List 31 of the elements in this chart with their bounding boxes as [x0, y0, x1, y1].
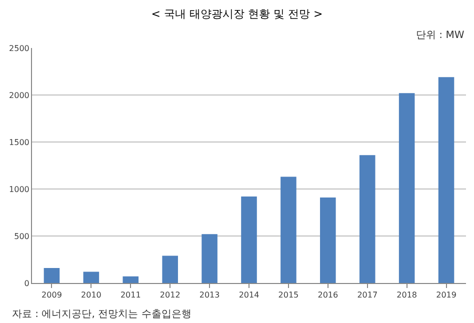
y-tick-label: 0 [24, 278, 30, 288]
y-tick-label: 500 [14, 232, 30, 241]
chart-title: < 국내 태양광시장 현황 및 전망 > [151, 7, 323, 20]
bar [202, 234, 218, 283]
bar [438, 77, 454, 283]
x-tick-label: 2011 [120, 290, 141, 300]
x-tick-label: 2019 [436, 290, 456, 300]
text: 단위 : MW [416, 30, 464, 41]
x-tick-label: 2017 [357, 290, 378, 300]
bar [280, 176, 296, 283]
x-tick-label: 2009 [42, 290, 62, 300]
x-tick-label: 2014 [238, 290, 260, 300]
x-tick-label: 2010 [81, 290, 102, 300]
y-tick-label: 2500 [9, 44, 30, 53]
bar [83, 272, 100, 283]
bar [359, 155, 376, 283]
x-tick-label: 2013 [199, 290, 220, 300]
x-tick-label: 2015 [278, 290, 299, 300]
bar [44, 268, 60, 283]
bar [162, 256, 178, 283]
y-tick-label: 2000 [9, 90, 30, 100]
y-tick-label: 1000 [9, 184, 30, 194]
x-tick-label: 2018 [396, 290, 417, 300]
bar [122, 276, 139, 283]
bar [241, 196, 257, 283]
bar [398, 93, 415, 283]
y-tick-label: 1500 [9, 138, 30, 147]
x-tick-label: 2016 [318, 290, 338, 300]
x-tick-label: 2012 [160, 290, 180, 300]
bar [320, 197, 336, 283]
text: 자료 : 에너지공단, 전망치는 수출입은행 [12, 309, 192, 320]
